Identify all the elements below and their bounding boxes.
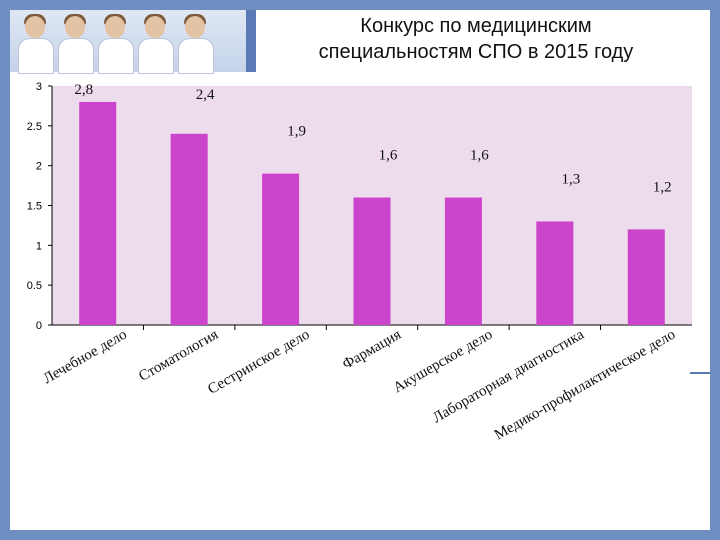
y-tick-label: 2.5: [27, 121, 42, 133]
data-label: 1,2: [653, 179, 672, 195]
x-category-label: Сестринское дело: [205, 327, 312, 398]
data-label: 2,4: [196, 87, 215, 103]
bar-4: [353, 197, 391, 325]
y-tick-label: 0: [36, 320, 42, 332]
x-category-label: Фармация: [340, 327, 404, 373]
x-category-label: Лечебное дело: [41, 327, 130, 388]
x-category-label: Стоматология: [136, 327, 221, 385]
slide-title: Конкурс по медицинским специальностям СП…: [246, 13, 706, 65]
data-label: 1,9: [287, 124, 306, 140]
bar-5: [444, 197, 482, 325]
title-line-1: Конкурс по медицинским: [360, 15, 592, 37]
bar-3: [262, 173, 300, 325]
bar-6: [536, 221, 574, 325]
y-tick-label: 2: [36, 161, 42, 173]
y-tick-label: 3: [36, 81, 42, 93]
data-label: 1,3: [561, 171, 580, 187]
title-line-2: специальностям СПО в 2015 году: [318, 41, 634, 63]
bar-2: [170, 133, 208, 325]
data-label: 1,6: [379, 148, 398, 164]
doctors-photo: [10, 10, 246, 74]
y-tick-label: 0.5: [27, 280, 42, 292]
title-box: [246, 10, 710, 72]
data-label: 1,6: [470, 148, 489, 164]
data-label: 2,8: [74, 82, 93, 98]
bar-7: [627, 229, 665, 325]
x-category-label: Медико-профилактическое дело: [492, 327, 678, 444]
bar-1: [79, 101, 117, 325]
y-tick-label: 1.5: [27, 201, 42, 213]
decorative-line: [690, 372, 710, 374]
x-category-label: Лабораторная диагностика: [430, 326, 587, 426]
y-tick-label: 1: [36, 240, 42, 252]
